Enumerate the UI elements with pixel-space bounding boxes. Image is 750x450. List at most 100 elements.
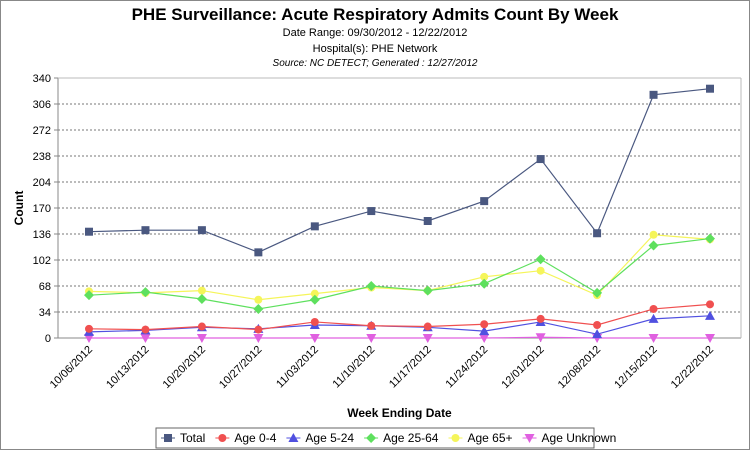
x-tick-label: 11/03/2012	[274, 344, 321, 391]
legend-label-age-unknown: Age Unknown	[542, 431, 617, 445]
x-tick-label: 11/10/2012	[331, 344, 378, 391]
x-tick-label: 12/01/2012	[499, 344, 546, 391]
point-age-65-	[254, 295, 263, 304]
y-tick-label: 0	[45, 333, 51, 345]
date-range: Date Range: 09/30/2012 - 12/22/2012	[282, 27, 468, 39]
x-tick-label: 11/17/2012	[387, 344, 434, 391]
point-age-5-24	[592, 329, 603, 339]
legend-marker-age-65-	[451, 434, 460, 442]
hospitals: Hospital(s): PHE Network	[312, 43, 438, 55]
point-age-25-64	[422, 285, 433, 296]
point-total	[310, 222, 319, 231]
point-age-unknown	[309, 334, 320, 343]
point-total	[536, 155, 545, 164]
point-age-0-4	[85, 324, 93, 333]
point-age-unknown	[196, 334, 207, 343]
point-total	[85, 227, 93, 236]
legend-marker-age-25-64	[366, 433, 377, 443]
point-age-25-64	[705, 233, 715, 244]
point-age-25-64	[84, 290, 94, 301]
point-age-0-4	[480, 320, 489, 329]
y-tick-label: 272	[33, 125, 51, 137]
y-tick-label: 340	[33, 73, 51, 85]
point-age-unknown	[253, 334, 264, 343]
point-age-unknown	[366, 334, 377, 343]
y-tick-label: 238	[33, 151, 51, 163]
point-age-0-4	[706, 300, 714, 309]
legend-marker-total	[164, 434, 172, 442]
y-tick-label: 170	[33, 203, 51, 215]
legend-marker-age-5-24	[288, 433, 299, 442]
point-age-0-4	[367, 321, 376, 330]
point-age-25-64	[309, 294, 320, 305]
y-tick-label: 136	[33, 229, 51, 241]
point-total	[367, 207, 376, 216]
point-age-25-64	[253, 303, 264, 314]
legend-label-age-25-64: Age 25-64	[383, 431, 439, 445]
y-tick-label: 34	[39, 307, 51, 319]
legend-label-age-0-4: Age 0-4	[234, 431, 276, 445]
series-line-age-0-4	[88, 303, 711, 331]
series-line-age-unknown	[89, 336, 710, 339]
point-age-65-	[480, 272, 489, 281]
point-age-5-24	[705, 310, 715, 320]
y-tick-label: 68	[39, 281, 51, 293]
point-age-5-24	[479, 326, 490, 336]
point-total	[480, 197, 489, 206]
point-age-25-64	[535, 254, 546, 265]
legend-marker-age-0-4	[218, 434, 227, 442]
series-line-age-5-24	[88, 315, 711, 335]
y-tick-label: 306	[33, 99, 51, 111]
x-tick-label: 10/27/2012	[217, 344, 264, 391]
x-tick-label: 12/22/2012	[669, 344, 716, 391]
point-age-0-4	[310, 317, 319, 326]
series-line-age-25-64	[88, 237, 711, 310]
point-total	[141, 226, 150, 235]
point-total	[254, 248, 263, 257]
point-age-25-64	[366, 281, 377, 291]
chart-title: PHE Surveillance: Acute Respiratory Admi…	[131, 5, 619, 24]
point-age-0-4	[197, 322, 206, 331]
legend-label-total: Total	[180, 431, 205, 445]
point-total	[197, 226, 206, 235]
series-line-total	[88, 88, 711, 254]
series-line-age-65-	[88, 234, 711, 301]
y-axis-title: Count	[12, 191, 26, 226]
x-tick-label: 10/20/2012	[161, 344, 208, 391]
point-age-5-24	[648, 313, 659, 323]
point-age-0-4	[536, 314, 545, 323]
point-age-unknown	[535, 333, 546, 343]
point-age-25-64	[140, 287, 151, 298]
x-tick-label: 10/06/2012	[48, 344, 95, 391]
point-age-65-	[310, 289, 319, 298]
legend-label-age-65-: Age 65+	[467, 431, 512, 445]
point-age-0-4	[593, 321, 602, 329]
point-total	[423, 217, 432, 225]
point-age-unknown	[705, 334, 715, 343]
legend-marker-age-unknown	[524, 434, 535, 443]
point-age-25-64	[592, 287, 603, 298]
y-tick-label: 102	[33, 255, 51, 267]
point-age-unknown	[648, 334, 659, 343]
legend-label-age-5-24: Age 5-24	[305, 431, 354, 445]
x-tick-label: 11/24/2012	[443, 344, 490, 391]
point-age-0-4	[649, 304, 658, 313]
point-age-unknown	[84, 334, 94, 343]
x-tick-label: 12/08/2012	[556, 344, 603, 391]
point-age-unknown	[422, 334, 433, 343]
point-age-unknown	[479, 334, 490, 343]
point-age-0-4	[254, 325, 263, 334]
x-tick-label: 10/13/2012	[104, 344, 151, 391]
point-age-25-64	[196, 294, 207, 304]
point-total	[593, 229, 602, 238]
point-age-25-64	[648, 240, 659, 251]
point-age-25-64	[479, 278, 490, 289]
x-tick-label: 12/15/2012	[612, 344, 659, 391]
point-age-65-	[197, 286, 206, 295]
point-age-0-4	[141, 325, 150, 334]
point-age-65-	[649, 230, 658, 239]
point-age-0-4	[423, 322, 432, 331]
x-axis-title: Week Ending Date	[347, 406, 452, 420]
